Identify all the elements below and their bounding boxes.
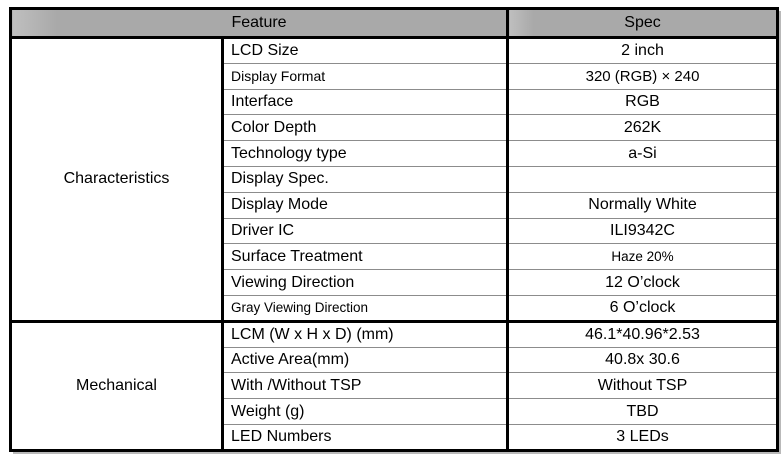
feature-cell-surface-treatment: Surface Treatment [222, 243, 510, 270]
feature-cell-led-numbers: LED Numbers [222, 423, 510, 451]
table-row: Gray Viewing Direction 6 O’clock [11, 294, 778, 322]
section-label-mechanical: Mechanical [10, 319, 224, 451]
header-row: Feature Spec [10, 8, 778, 39]
feature-cell-driver-ic: Driver IC [222, 217, 510, 244]
feature-cell-weight: Weight (g) [222, 398, 510, 425]
table-row: Viewing Direction 12 O’clock [11, 269, 778, 296]
spec-cell-display-format: 320 (RGB) × 240 [507, 62, 778, 90]
table-row: Characteristics LCD Size 2 inch [10, 37, 778, 322]
column-header-spec: Spec [506, 8, 778, 39]
spec-cell-technology-type: a-Si [507, 140, 778, 167]
feature-cell-gray-viewing-direction: Gray Viewing Direction [222, 294, 510, 322]
feature-cell-display-mode: Display Mode [222, 191, 510, 219]
spec-cell-display-mode: Normally White [507, 191, 778, 219]
feature-cell-display-spec: Display Spec. [222, 165, 510, 193]
spec-cell-driver-ic: ILI9342C [507, 217, 778, 244]
table-row: Technology type a-Si [11, 140, 778, 167]
spec-table: Feature Spec Characteristics LCD Size 2 … [9, 7, 780, 452]
spec-cell-gray-viewing-direction: 6 O’clock [507, 294, 778, 322]
section-label-characteristics: Characteristics [10, 37, 224, 322]
feature-cell-display-format: Display Format [222, 62, 510, 90]
spec-cell-lcd-size: 2 inch [507, 37, 778, 64]
spec-cell-weight: TBD [507, 398, 778, 425]
table-row: Display Mode Normally White [11, 191, 778, 219]
feature-cell-viewing-direction: Viewing Direction [222, 269, 510, 296]
feature-cell-technology-type: Technology type [222, 140, 510, 167]
table-row: LED Numbers 3 LEDs [11, 423, 778, 451]
table-row: Weight (g) TBD [11, 398, 778, 425]
table-row: With /Without TSP Without TSP [11, 372, 778, 399]
spec-cell-tsp: Without TSP [507, 372, 778, 399]
table-row: Interface RGB [11, 88, 778, 115]
table-row: Mechanical LCM (W x H x D) (mm) 46.1*40.… [10, 319, 778, 451]
table-row: Active Area(mm) 40.8x 30.6 [11, 346, 778, 373]
spec-cell-viewing-direction: 12 O’clock [507, 269, 778, 296]
table-row: Display Format 320 (RGB) × 240 [11, 62, 778, 90]
feature-cell-interface: Interface [222, 88, 510, 115]
table-row: Display Spec. [11, 165, 778, 193]
table-row: Driver IC ILI9342C [11, 217, 778, 244]
spec-cell-lcm-dimensions: 46.1*40.96*2.53 [507, 319, 778, 348]
spec-cell-color-depth: 262K [507, 114, 778, 141]
feature-cell-color-depth: Color Depth [222, 114, 510, 141]
spec-cell-display-spec [507, 165, 778, 193]
feature-cell-lcm-dimensions: LCM (W x H x D) (mm) [222, 319, 510, 348]
table-row: Surface Treatment Haze 20% [11, 243, 778, 270]
feature-cell-tsp: With /Without TSP [222, 372, 510, 399]
spec-cell-surface-treatment: Haze 20% [507, 243, 778, 270]
spec-cell-active-area: 40.8x 30.6 [507, 346, 778, 373]
spec-cell-led-numbers: 3 LEDs [507, 423, 778, 451]
feature-cell-active-area: Active Area(mm) [222, 346, 510, 373]
column-header-feature: Feature [10, 8, 508, 39]
spec-cell-interface: RGB [507, 88, 778, 115]
feature-cell-lcd-size: LCD Size [222, 37, 510, 64]
table-row: Color Depth 262K [11, 114, 778, 141]
